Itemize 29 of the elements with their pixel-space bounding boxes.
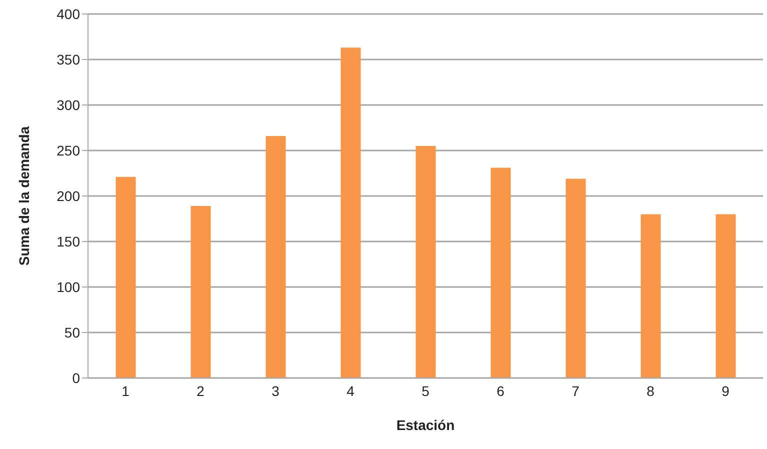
bar	[266, 136, 286, 378]
x-tick-label: 3	[272, 382, 280, 399]
y-tick-label: 300	[56, 96, 80, 113]
y-axis-title: Suma de la demanda	[16, 126, 32, 266]
x-axis-title: Estación	[396, 417, 455, 433]
bar	[340, 48, 361, 378]
y-tick-label: 350	[56, 51, 80, 68]
x-tick-label: 4	[346, 382, 355, 399]
bar	[640, 214, 661, 378]
y-tick-label: 50	[64, 324, 80, 340]
bar	[566, 178, 586, 378]
x-tick-label: 9	[722, 382, 730, 399]
y-tick-label: 150	[56, 233, 80, 250]
bar	[116, 176, 136, 378]
x-tick-label: 7	[572, 382, 580, 399]
x-tick-label: 2	[196, 382, 205, 399]
y-tick-label: 200	[56, 188, 80, 204]
bar	[416, 146, 436, 378]
y-tick-label: 0	[72, 370, 80, 386]
x-tick-label: 5	[422, 382, 430, 399]
x-tick-label: 6	[496, 382, 505, 399]
bar	[190, 206, 211, 378]
bar	[490, 168, 511, 378]
y-tick-label: 250	[56, 142, 80, 158]
x-tick-label: 1	[122, 382, 130, 399]
y-tick-label: 400	[56, 6, 80, 22]
y-tick-label: 100	[56, 278, 80, 295]
x-tick-label: 8	[646, 382, 655, 399]
bar	[716, 214, 736, 378]
